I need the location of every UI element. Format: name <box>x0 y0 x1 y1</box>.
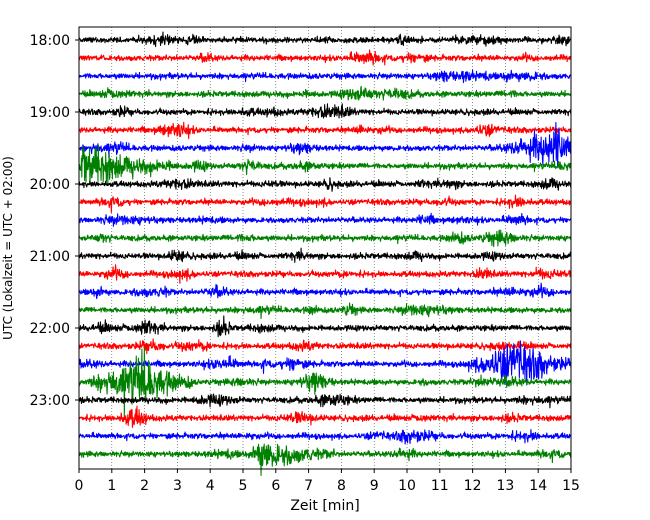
seismogram-trace <box>78 85 572 101</box>
x-tick-label: 6 <box>271 478 280 494</box>
seismogram-trace <box>78 69 572 84</box>
x-tick-label: 4 <box>206 478 215 494</box>
seismogram-trace <box>78 247 572 263</box>
y-tick-label: 18:00 <box>30 33 70 49</box>
x-tick-label: 3 <box>173 478 182 494</box>
seismogram-trace <box>78 121 572 140</box>
seismogram-trace <box>78 264 572 284</box>
seismogram-trace <box>78 338 572 355</box>
seismogram-trace <box>78 282 572 299</box>
x-tick-label: 5 <box>239 478 248 494</box>
x-tick-label: 0 <box>75 478 84 494</box>
y-tick-label: 23:00 <box>30 393 70 409</box>
y-axis-label: UTC (Lokalzeit = UTC + 02:00) <box>1 156 15 340</box>
x-tick-label: 11 <box>431 478 449 494</box>
seismogram-traces <box>78 31 572 476</box>
plot-frame <box>78 26 572 470</box>
seismogram-trace <box>78 212 572 227</box>
x-tick-label: 7 <box>304 478 313 494</box>
x-tick-label: 14 <box>529 478 547 494</box>
seismogram-trace <box>78 144 572 185</box>
seismogram-trace <box>78 315 572 338</box>
y-axis-ticks: 18:00 19:00 20:00 21:00 22:00 23:00 <box>30 33 79 409</box>
seismogram-trace <box>78 429 572 445</box>
seismogram-trace <box>78 31 572 48</box>
seismogram-trace <box>78 194 572 214</box>
x-tick-label: 10 <box>398 478 416 494</box>
y-tick-label: 21:00 <box>30 249 70 265</box>
x-tick-label: 8 <box>337 478 346 494</box>
y-tick-label: 19:00 <box>30 105 70 121</box>
x-axis-ticks: 0 1 2 3 4 5 6 7 8 9 10 11 12 13 14 15 <box>75 469 580 494</box>
y-tick-label: 20:00 <box>30 177 70 193</box>
seismogram-trace <box>78 49 572 66</box>
x-tick-label: 12 <box>464 478 482 494</box>
seismogram-trace <box>78 177 572 192</box>
x-tick-label: 2 <box>140 478 149 494</box>
seismogram-trace <box>78 443 572 476</box>
seismogram-trace <box>78 393 572 409</box>
seismogram-trace <box>78 346 572 418</box>
seismogram-trace <box>78 340 572 386</box>
y-tick-label: 22:00 <box>30 321 70 337</box>
x-tick-label: 9 <box>370 478 379 494</box>
seismogram-trace <box>78 121 572 167</box>
x-tick-label: 1 <box>107 478 116 494</box>
seismogram-trace <box>78 302 572 320</box>
x-tick-label: 15 <box>562 478 580 494</box>
x-axis-label: Zeit [min] <box>290 498 359 514</box>
seismogram-trace <box>78 229 572 248</box>
x-tick-label: 13 <box>496 478 514 494</box>
seismogram-trace <box>78 103 572 119</box>
seismogram-trace <box>78 405 572 428</box>
